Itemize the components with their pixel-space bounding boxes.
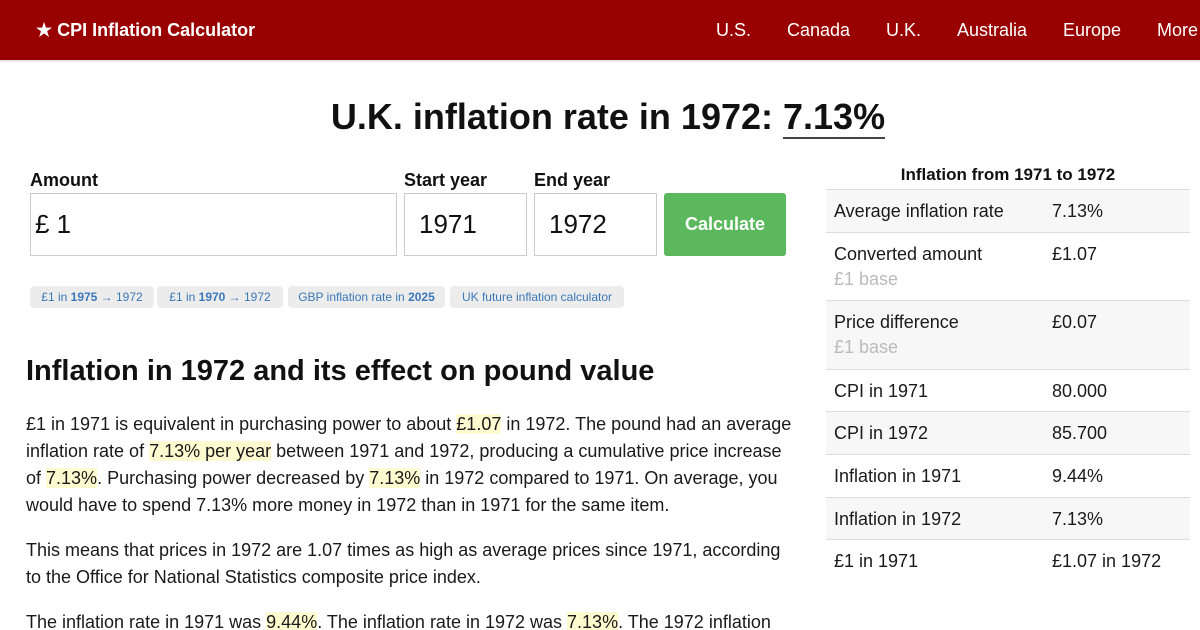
article-heading: Inflation in 1972 and its effect on poun… bbox=[26, 355, 655, 387]
amount-input[interactable]: £ 1 bbox=[30, 193, 397, 256]
stat-label: Inflation in 1972 bbox=[834, 509, 962, 529]
highlight-cumulative: 7.13% bbox=[46, 468, 98, 488]
text: . The 1972 inflation bbox=[618, 612, 771, 630]
highlight-1971-rate: 9.44% bbox=[266, 612, 318, 630]
brand-link[interactable]: ★ CPI Inflation Calculator bbox=[36, 20, 255, 41]
stat-row-price-difference: Price difference £1 base £0.07 bbox=[826, 301, 1190, 370]
chip-1975-to-1972[interactable]: £1 in 1975 → 1972 bbox=[30, 286, 154, 308]
chip-bold: 1970 bbox=[198, 290, 226, 304]
stat-row-average-rate: Average inflation rate 7.13% bbox=[826, 190, 1190, 233]
chip-text: £1 in bbox=[169, 290, 199, 304]
stat-row-cpi-1971: CPI in 1971 80.000 bbox=[826, 370, 1190, 412]
amount-label: Amount bbox=[30, 170, 98, 190]
stat-label: Price difference bbox=[834, 312, 959, 332]
chip-text: £1 in bbox=[41, 290, 71, 304]
start-year-input[interactable]: 1971 bbox=[404, 193, 527, 256]
chip-text: UK future inflation calculator bbox=[461, 290, 613, 304]
chip-bold: 1975 bbox=[70, 290, 98, 304]
stat-sublabel: £1 base bbox=[834, 337, 899, 357]
stat-label: £1 in 1971 bbox=[834, 551, 919, 571]
text: The inflation rate in 1971 was bbox=[26, 612, 267, 630]
stat-row-cpi-1972: CPI in 1972 85.700 bbox=[826, 412, 1190, 455]
stat-value: £0.07 bbox=[1052, 312, 1098, 332]
chip-text: → 1972 bbox=[97, 290, 143, 304]
stat-label: CPI in 1972 bbox=[834, 423, 929, 443]
text: in 1972 compared to 1971. On average, yo… bbox=[26, 468, 778, 515]
chip-bold: 2025 bbox=[408, 290, 435, 304]
stat-value: £1.07 bbox=[1052, 244, 1098, 264]
stat-value: 9.44% bbox=[1052, 466, 1104, 486]
stat-value: £1.07 in 1972 bbox=[1052, 551, 1162, 571]
nav-link-uk[interactable]: U.K. bbox=[886, 20, 922, 40]
text: between 1971 and 1972, producing a cumul… bbox=[26, 441, 782, 488]
stat-sublabel: £1 base bbox=[834, 269, 899, 289]
nav-link-us[interactable]: U.S. bbox=[716, 20, 752, 40]
nav-links: U.S. Canada U.K. Australia Europe More bbox=[0, 20, 1200, 44]
text: in 1972. The pound had an average inflat… bbox=[26, 414, 792, 461]
star-icon: ★ bbox=[36, 20, 53, 40]
article-paragraph-2: This means that prices in 1972 are 1.07 … bbox=[26, 540, 781, 587]
article-paragraph-3: The inflation rate in 1971 was 9.44%. Th… bbox=[26, 609, 796, 630]
start-year-label: Start year bbox=[404, 170, 488, 190]
stat-row-pound-equivalent: £1 in 1971 £1.07 in 1972 bbox=[826, 540, 1190, 583]
stat-row-inflation-1972: Inflation in 1972 7.13% bbox=[826, 498, 1190, 540]
stat-label: Average inflation rate bbox=[834, 201, 1004, 221]
page-title-prefix: U.K. inflation rate in 1972: bbox=[330, 96, 783, 137]
highlight-converted: £1.07 bbox=[456, 414, 502, 434]
chip-text: GBP inflation rate in bbox=[298, 290, 409, 304]
highlight-avg-rate: 7.13% per year bbox=[149, 441, 272, 461]
page-title: U.K. inflation rate in 1972: 7.13% bbox=[0, 96, 1200, 139]
stat-value: 7.13% bbox=[1052, 509, 1104, 529]
stat-label: Converted amount bbox=[834, 244, 983, 264]
brand-label: CPI Inflation Calculator bbox=[57, 20, 256, 40]
highlight-power-decrease: 7.13% bbox=[369, 468, 421, 488]
chip-1970-to-1972[interactable]: £1 in 1970 → 1972 bbox=[157, 286, 283, 308]
stat-value: 80.000 bbox=[1052, 381, 1108, 401]
stat-label: CPI in 1971 bbox=[834, 381, 929, 401]
chip-gbp-rate-2025[interactable]: GBP inflation rate in 2025 bbox=[288, 286, 445, 308]
stat-label: Inflation in 1971 bbox=[834, 466, 962, 486]
nav-link-australia[interactable]: Australia bbox=[957, 20, 1028, 40]
stat-row-converted-amount: Converted amount £1 base £1.07 bbox=[826, 233, 1190, 301]
stat-row-inflation-1971: Inflation in 1971 9.44% bbox=[826, 455, 1190, 498]
nav-link-canada[interactable]: Canada bbox=[787, 20, 851, 40]
calculate-button[interactable]: Calculate bbox=[664, 193, 786, 256]
text: . Purchasing power decreased by bbox=[97, 468, 370, 488]
stats-title: Inflation from 1971 to 1972 bbox=[900, 165, 1116, 184]
end-year-input[interactable]: 1972 bbox=[534, 193, 657, 256]
stat-value: 85.700 bbox=[1052, 423, 1108, 443]
end-year-label: End year bbox=[534, 170, 611, 190]
text: £1 in 1971 is equivalent in purchasing p… bbox=[26, 414, 457, 434]
highlight-1972-rate: 7.13% bbox=[567, 612, 619, 630]
article-paragraph-1: £1 in 1971 is equivalent in purchasing p… bbox=[26, 411, 796, 519]
chip-text: → 1972 bbox=[225, 290, 271, 304]
text: . The inflation rate in 1972 was bbox=[317, 612, 568, 630]
stat-value: 7.13% bbox=[1052, 201, 1104, 221]
top-navbar: ★ CPI Inflation Calculator U.S. Canada U.… bbox=[0, 0, 1200, 62]
chip-uk-future-calculator[interactable]: UK future inflation calculator bbox=[450, 286, 624, 308]
nav-link-more[interactable]: More bbox=[1157, 20, 1199, 40]
stats-table: Average inflation rate 7.13% Converted a… bbox=[826, 189, 1190, 583]
nav-link-europe[interactable]: Europe bbox=[1063, 20, 1122, 40]
page-title-rate: 7.13% bbox=[783, 96, 886, 139]
